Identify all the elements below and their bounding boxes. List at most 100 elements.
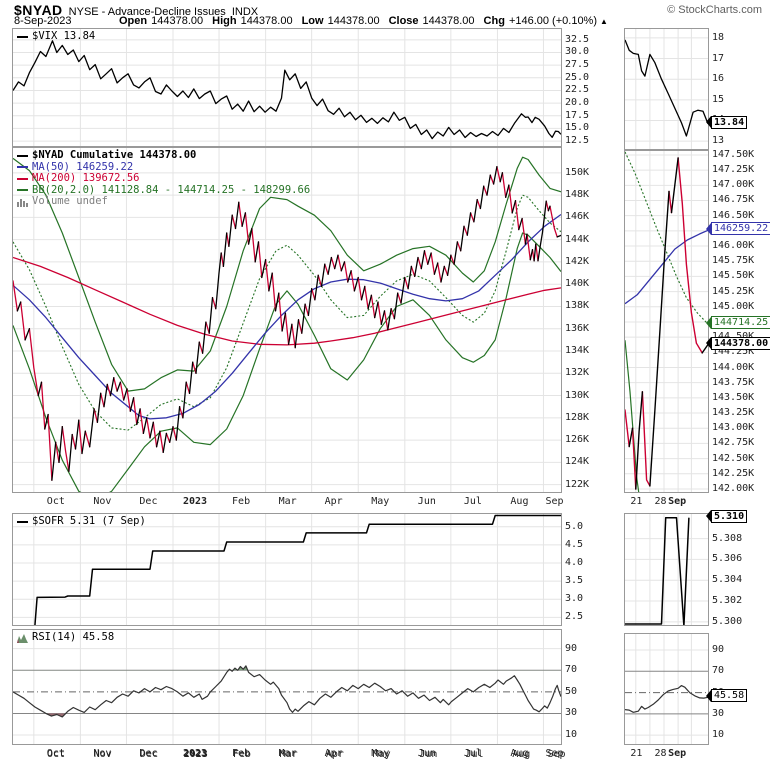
ma200-line-swatch-icon — [17, 177, 28, 180]
sofr-chart-panel — [12, 513, 562, 626]
axis-tick-label: 144K — [565, 233, 590, 245]
month-axis-label: Apr — [325, 749, 344, 760]
axis-tick-label: 30 — [712, 707, 725, 719]
month-axis-label: Oct — [46, 748, 65, 759]
volume-bars-icon — [17, 198, 28, 207]
axis-tick-label: 15 — [712, 93, 725, 105]
axis-tick-label: 145.00K — [712, 300, 755, 312]
chart-date: 8-Sep-2023 — [14, 15, 72, 27]
sofr-line-swatch-icon — [17, 520, 28, 523]
security-name: NYSE - Advance-Decline Issues — [68, 6, 226, 18]
month-axis-label: Aug — [510, 496, 529, 507]
callout-arrow-icon — [706, 316, 711, 329]
axis-tick-label: 30 — [565, 707, 578, 719]
month-axis-label: Nov — [93, 496, 112, 507]
month-axis-label: Dec — [139, 748, 158, 759]
month-axis-label: Mar — [278, 496, 297, 507]
axis-tick-label: 13 — [712, 135, 725, 147]
axis-tick-label: 30.0 — [565, 46, 590, 58]
month-axis-label: Sep — [545, 496, 564, 507]
low-label: Low — [301, 15, 324, 27]
axis-tick-label: 122K — [565, 478, 590, 490]
callout-arrow-icon — [706, 337, 711, 350]
month-axis-label: Sep — [545, 748, 564, 759]
axis-tick-label: 144.25K — [712, 346, 755, 358]
month-axis-label: Jun — [417, 496, 436, 507]
axis-tick-label: 4.5 — [565, 538, 584, 550]
month-axis-label: Oct — [46, 749, 66, 760]
month-axis-label: 21 — [630, 496, 643, 507]
axis-tick-label: 12.5 — [565, 135, 590, 147]
rsi-chart-panel — [12, 629, 562, 745]
chg-label: Chg — [483, 15, 505, 27]
callout-arrow-icon — [706, 510, 711, 523]
month-axis-label: Jun — [417, 748, 436, 759]
axis-tick-label: 144.00K — [712, 361, 755, 373]
month-axis-label: Sep — [668, 748, 687, 759]
price-callout: 5.310 — [706, 509, 748, 523]
month-axis-label: Mar — [279, 749, 298, 760]
open-value: 144378.00 — [151, 15, 204, 27]
axis-tick-label: 146.50K — [712, 209, 755, 221]
close-value: 144378.00 — [422, 15, 475, 27]
axis-tick-label: 143.25K — [712, 407, 755, 419]
axis-tick-label: 146K — [565, 211, 590, 223]
rsi-legend: RSI(14) 45.58 — [17, 631, 114, 644]
axis-tick-label: 142K — [565, 255, 590, 267]
axis-tick-label: 142.25K — [712, 467, 755, 479]
callout-value: 146259.22 — [711, 222, 770, 236]
axis-tick-label: 124K — [565, 456, 590, 468]
axis-tick-label: 50 — [565, 685, 578, 697]
callout-arrow-icon — [706, 222, 711, 235]
axis-tick-label: 18 — [712, 31, 725, 43]
month-axis-label: May — [372, 749, 391, 760]
ma50-legend-label: MA(50) 146259.22 — [32, 160, 134, 173]
axis-tick-label: 10 — [565, 729, 578, 741]
axis-tick-label: 126K — [565, 434, 590, 446]
bb-legend-label: BB(20,2.0) 141128.84 - 144714.25 - 14829… — [32, 183, 311, 196]
rsi-zoom-panel — [624, 633, 709, 745]
ma50-line-swatch-icon — [17, 166, 28, 169]
vix-zoom-panel — [624, 28, 709, 150]
axis-tick-label: 130K — [565, 389, 590, 401]
change-up-arrow-icon: ▲ — [600, 17, 608, 26]
axis-tick-label: 25.0 — [565, 71, 590, 83]
axis-tick-label: 5.302 — [712, 595, 743, 607]
price-callout: 146259.22 — [706, 222, 770, 236]
month-axis-label: 2023 — [182, 496, 208, 507]
axis-tick-label: 140K — [565, 278, 590, 290]
callout-value: 45.58 — [711, 689, 748, 703]
high-label: High — [212, 15, 237, 27]
price-callout: 45.58 — [706, 689, 748, 703]
axis-tick-label: 148K — [565, 189, 590, 201]
vix-legend: $VIX 13.84 — [17, 30, 95, 43]
month-axis-label: 2023 — [182, 748, 208, 759]
vix-line-swatch-icon — [17, 35, 28, 38]
month-axis-label: 28 — [654, 496, 667, 507]
axis-tick-label: 10 — [712, 729, 725, 741]
axis-tick-label: 143.50K — [712, 391, 755, 403]
month-axis-label: Oct — [46, 496, 65, 507]
axis-tick-label: 32.5 — [565, 33, 590, 45]
axis-tick-label: 5.0 — [565, 520, 584, 532]
month-axis-label: Jun — [419, 749, 438, 760]
axis-tick-label: 20.0 — [565, 97, 590, 109]
callout-arrow-icon — [706, 689, 711, 702]
axis-tick-label: 147.25K — [712, 164, 755, 176]
month-axis-label: 2023 — [183, 749, 208, 760]
callout-value: 144714.25 — [711, 316, 770, 330]
month-axis-label: Feb — [232, 496, 251, 507]
symbol: $NYAD — [14, 2, 63, 18]
axis-tick-label: 143.00K — [712, 422, 755, 434]
ohlc-row: 8-Sep-2023 Open 144378.00 High 144378.00 Low 1… — [14, 15, 762, 28]
axis-tick-label: 27.5 — [565, 59, 590, 71]
month-axis-label: 28 — [654, 748, 667, 759]
month-axis-label: Feb — [232, 748, 251, 759]
axis-tick-label: 136K — [565, 322, 590, 334]
exchange: INDX — [231, 6, 259, 18]
ma200-legend-label: MA(200) 139672.56 — [32, 172, 140, 184]
month-axis-label: Dec — [139, 749, 158, 760]
sofr-zoom-panel — [624, 513, 709, 626]
month-axis-label: Aug — [512, 749, 531, 760]
